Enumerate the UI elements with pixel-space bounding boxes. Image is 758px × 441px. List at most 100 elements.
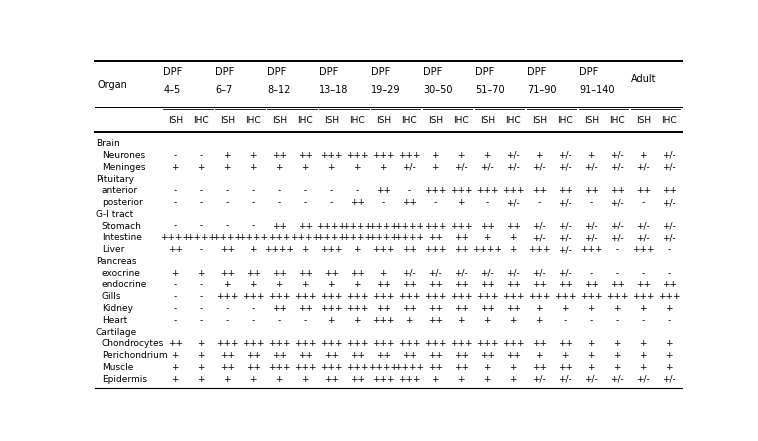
Text: +++: +++ bbox=[502, 339, 525, 348]
Text: Gills: Gills bbox=[102, 292, 121, 301]
Text: ++: ++ bbox=[220, 245, 235, 254]
Text: +: + bbox=[431, 163, 439, 172]
Text: -: - bbox=[252, 221, 255, 231]
Text: +/-: +/- bbox=[584, 375, 598, 384]
Text: Chondrocytes: Chondrocytes bbox=[102, 339, 164, 348]
Text: ++: ++ bbox=[662, 186, 677, 195]
Text: ++++: ++++ bbox=[394, 221, 424, 231]
Text: +: + bbox=[171, 351, 179, 360]
Text: DPF: DPF bbox=[215, 67, 235, 77]
Text: ++: ++ bbox=[531, 280, 547, 289]
Text: ++: ++ bbox=[402, 351, 417, 360]
Text: ++++: ++++ bbox=[394, 363, 424, 372]
Text: +: + bbox=[535, 151, 543, 160]
Text: +++: +++ bbox=[268, 233, 290, 243]
Text: +++: +++ bbox=[476, 339, 499, 348]
Text: ++++: ++++ bbox=[394, 233, 424, 243]
Text: ++++: ++++ bbox=[160, 233, 190, 243]
Text: +++: +++ bbox=[372, 375, 394, 384]
Text: DPF: DPF bbox=[371, 67, 390, 77]
Text: +++: +++ bbox=[424, 339, 446, 348]
Text: Liver: Liver bbox=[102, 245, 124, 254]
Text: +: + bbox=[587, 339, 595, 348]
Text: +: + bbox=[458, 316, 465, 325]
Text: +: + bbox=[587, 363, 595, 372]
Text: +: + bbox=[249, 245, 257, 254]
Text: +++: +++ bbox=[398, 151, 421, 160]
Text: +: + bbox=[353, 163, 361, 172]
Text: +: + bbox=[509, 375, 517, 384]
Text: ++: ++ bbox=[428, 351, 443, 360]
Text: +++: +++ bbox=[294, 292, 317, 301]
Text: ++: ++ bbox=[584, 186, 599, 195]
Text: -: - bbox=[226, 221, 229, 231]
Text: +++: +++ bbox=[450, 339, 472, 348]
Text: +/-: +/- bbox=[662, 221, 676, 231]
Text: Epidermis: Epidermis bbox=[102, 375, 147, 384]
Text: -: - bbox=[564, 316, 567, 325]
Text: ++++: ++++ bbox=[343, 233, 372, 243]
Text: +/-: +/- bbox=[532, 269, 546, 278]
Text: +/-: +/- bbox=[506, 151, 520, 160]
Text: +: + bbox=[613, 363, 621, 372]
Text: Neurones: Neurones bbox=[102, 151, 145, 160]
Text: ++: ++ bbox=[298, 151, 313, 160]
Text: +++: +++ bbox=[268, 363, 290, 372]
Text: +: + bbox=[171, 269, 179, 278]
Text: ++: ++ bbox=[349, 198, 365, 207]
Text: +/-: +/- bbox=[610, 233, 624, 243]
Text: +++: +++ bbox=[606, 292, 628, 301]
Text: G-I tract: G-I tract bbox=[96, 210, 133, 219]
Text: +: + bbox=[302, 280, 309, 289]
Text: 6–7: 6–7 bbox=[215, 85, 233, 95]
Text: +: + bbox=[327, 163, 335, 172]
Text: -: - bbox=[226, 186, 229, 195]
Text: +++: +++ bbox=[450, 186, 472, 195]
Text: ++++: ++++ bbox=[368, 221, 398, 231]
Text: -: - bbox=[174, 292, 177, 301]
Text: -: - bbox=[434, 198, 437, 207]
Text: -: - bbox=[199, 186, 203, 195]
Text: +: + bbox=[640, 151, 647, 160]
Text: +/-: +/- bbox=[662, 163, 676, 172]
Text: +/-: +/- bbox=[559, 163, 572, 172]
Text: IHC: IHC bbox=[557, 116, 573, 125]
Text: +/-: +/- bbox=[559, 233, 572, 243]
Text: IHC: IHC bbox=[402, 116, 417, 125]
Text: -: - bbox=[174, 280, 177, 289]
Text: -: - bbox=[199, 221, 203, 231]
Text: ++++: ++++ bbox=[368, 363, 398, 372]
Text: anterior: anterior bbox=[102, 186, 138, 195]
Text: +++: +++ bbox=[268, 339, 290, 348]
Text: +: + bbox=[327, 316, 335, 325]
Text: -: - bbox=[615, 245, 619, 254]
Text: +++: +++ bbox=[320, 304, 343, 313]
Text: ISH: ISH bbox=[220, 116, 235, 125]
Text: -: - bbox=[199, 198, 203, 207]
Text: ++: ++ bbox=[454, 245, 468, 254]
Text: +/-: +/- bbox=[532, 163, 546, 172]
Text: +: + bbox=[171, 375, 179, 384]
Text: +/-: +/- bbox=[532, 375, 546, 384]
Text: ++: ++ bbox=[298, 351, 313, 360]
Text: +++: +++ bbox=[502, 186, 525, 195]
Text: 13–18: 13–18 bbox=[319, 85, 349, 95]
Text: +/-: +/- bbox=[532, 221, 546, 231]
Text: ++: ++ bbox=[558, 280, 573, 289]
Text: -: - bbox=[252, 186, 255, 195]
Text: +++: +++ bbox=[372, 245, 394, 254]
Text: +++: +++ bbox=[580, 245, 603, 254]
Text: ISH: ISH bbox=[531, 116, 547, 125]
Text: ++: ++ bbox=[220, 363, 235, 372]
Text: +++: +++ bbox=[372, 151, 394, 160]
Text: IHC: IHC bbox=[246, 116, 261, 125]
Text: +: + bbox=[380, 163, 387, 172]
Text: +: + bbox=[224, 163, 231, 172]
Text: -: - bbox=[174, 151, 177, 160]
Text: +: + bbox=[224, 375, 231, 384]
Text: +++: +++ bbox=[424, 186, 446, 195]
Text: +/-: +/- bbox=[506, 269, 520, 278]
Text: Perichondrium: Perichondrium bbox=[102, 351, 168, 360]
Text: +: + bbox=[535, 304, 543, 313]
Text: ++: ++ bbox=[298, 269, 313, 278]
